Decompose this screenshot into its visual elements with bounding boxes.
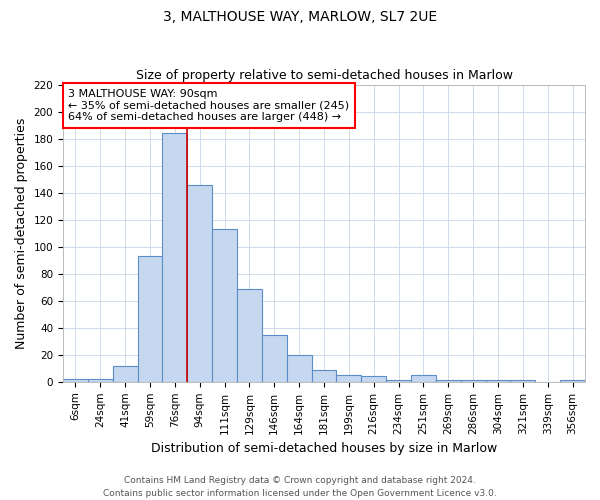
Bar [511,380,535,382]
Text: 3 MALTHOUSE WAY: 90sqm
← 35% of semi-detached houses are smaller (245)
64% of se: 3 MALTHOUSE WAY: 90sqm ← 35% of semi-det… [68,89,349,122]
Bar [361,376,386,382]
Bar [187,184,212,382]
Bar [560,380,585,382]
Bar [461,380,485,382]
Bar [262,334,287,382]
Bar [411,375,436,382]
Text: 3, MALTHOUSE WAY, MARLOW, SL7 2UE: 3, MALTHOUSE WAY, MARLOW, SL7 2UE [163,10,437,24]
Bar [386,380,411,382]
Bar [212,229,237,382]
Bar [485,380,511,382]
Bar [113,366,137,382]
Y-axis label: Number of semi-detached properties: Number of semi-detached properties [15,118,28,349]
Text: Contains HM Land Registry data © Crown copyright and database right 2024.
Contai: Contains HM Land Registry data © Crown c… [103,476,497,498]
X-axis label: Distribution of semi-detached houses by size in Marlow: Distribution of semi-detached houses by … [151,442,497,455]
Bar [237,288,262,382]
Bar [436,380,461,382]
Bar [137,256,163,382]
Bar [337,375,361,382]
Title: Size of property relative to semi-detached houses in Marlow: Size of property relative to semi-detach… [136,69,512,82]
Bar [163,133,187,382]
Bar [287,355,311,382]
Bar [311,370,337,382]
Bar [63,379,88,382]
Bar [88,379,113,382]
